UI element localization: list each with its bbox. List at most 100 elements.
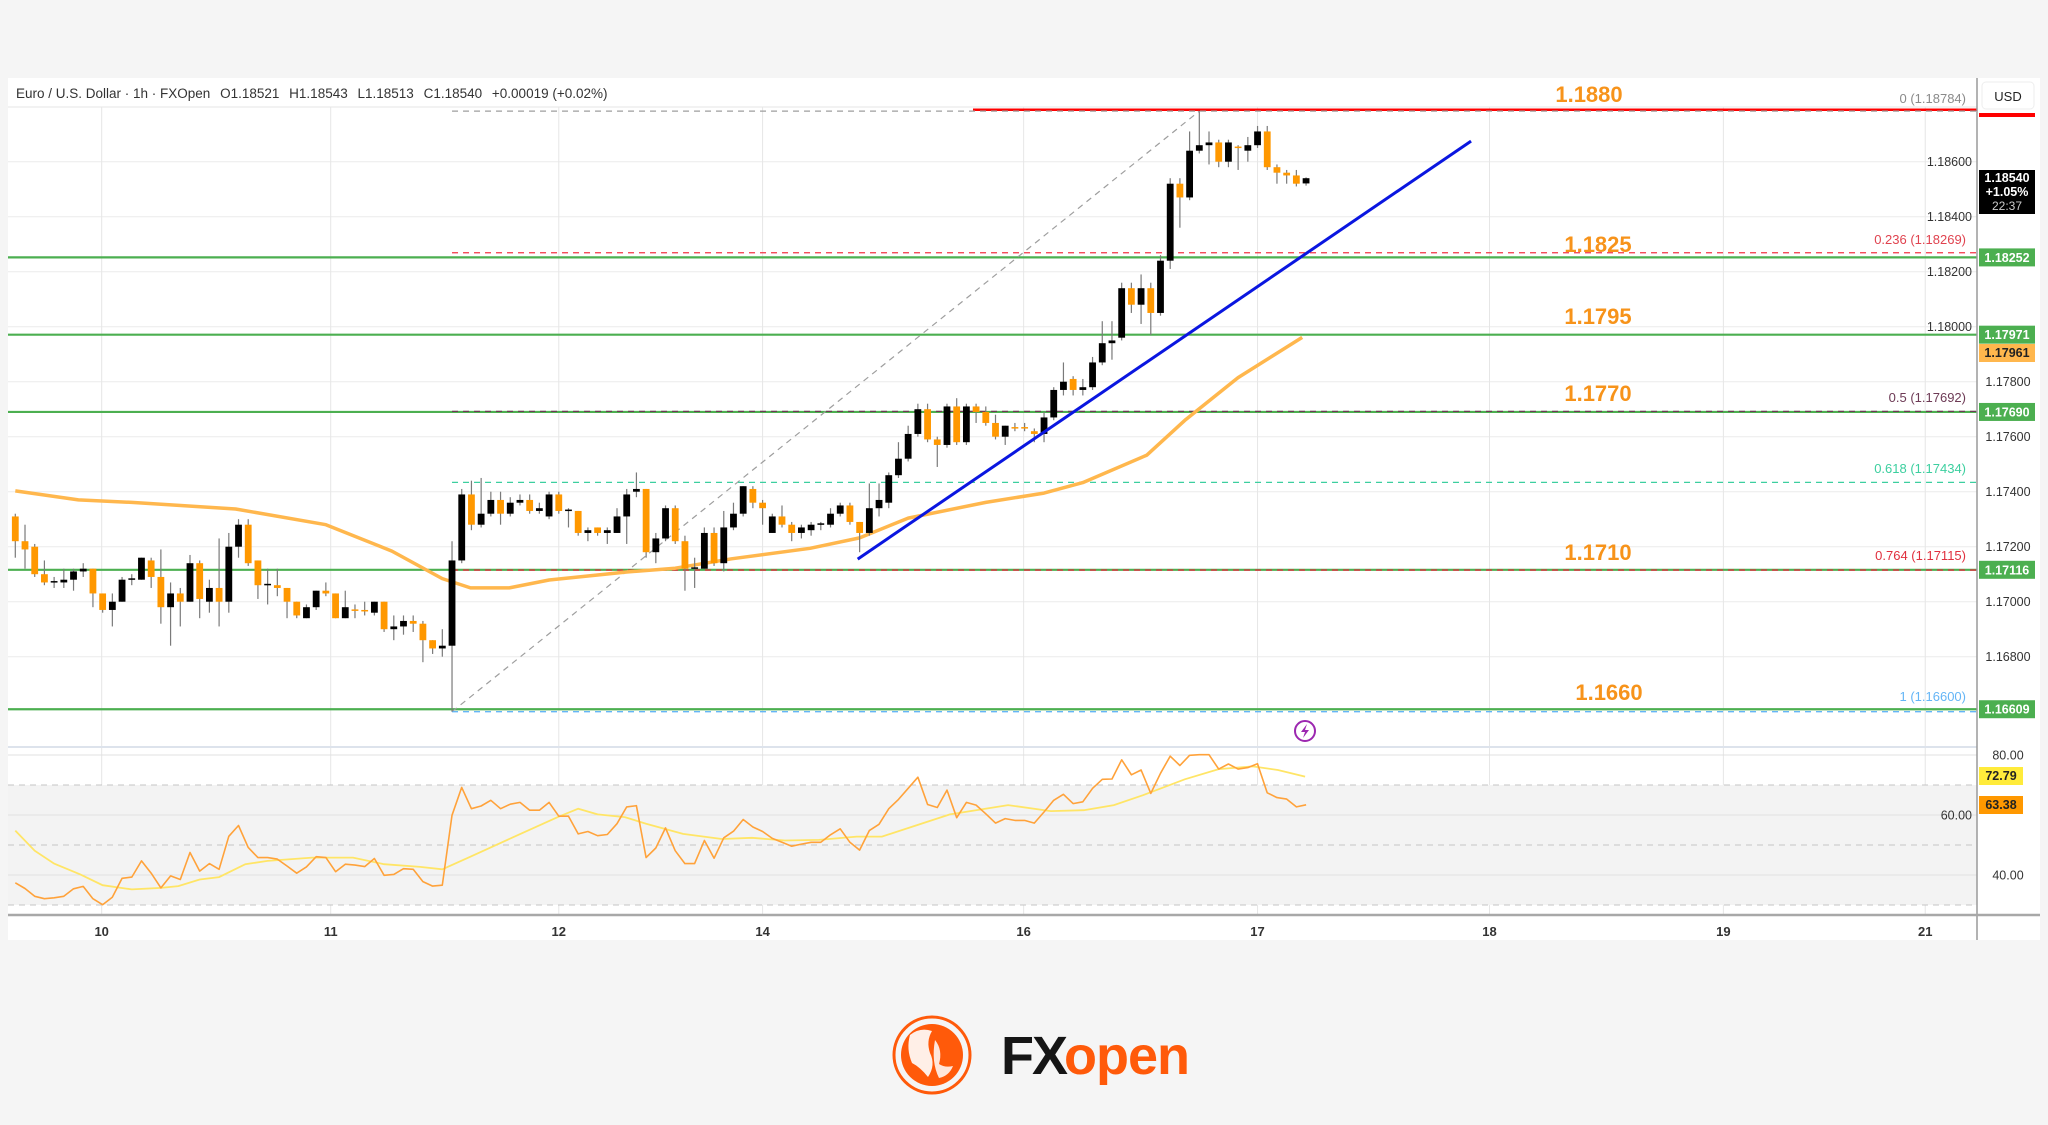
currency-button[interactable]: USD <box>1981 81 2035 110</box>
price-tick-label: 1.16800 <box>1985 650 2030 664</box>
candle-body <box>1001 425 1009 437</box>
resistance-axis-marker <box>1979 113 2035 117</box>
candle-body <box>138 557 145 580</box>
candle <box>594 527 601 536</box>
candle <box>671 505 679 544</box>
candle <box>1263 125 1271 170</box>
rsi-grid <box>8 754 1977 906</box>
candle-body <box>691 567 699 569</box>
candle <box>584 527 592 542</box>
candle <box>89 568 97 608</box>
date-tick-label: 11 <box>324 924 338 939</box>
candle <box>1069 376 1077 396</box>
candle-body <box>671 508 679 542</box>
level-badge: 1.18252 <box>1979 248 2035 267</box>
candle <box>429 640 437 654</box>
candle-body <box>118 579 126 602</box>
candle <box>1254 125 1261 148</box>
candle <box>293 601 301 619</box>
candle-body <box>322 590 330 594</box>
candle <box>962 403 970 445</box>
fib-label-0618: 0.618 (1.17434) <box>1874 461 1966 476</box>
candle <box>1225 139 1232 168</box>
candle <box>264 568 272 605</box>
candle-body <box>244 524 252 564</box>
candle-body <box>283 587 291 602</box>
footer <box>0 940 2048 1125</box>
date-tick-label: 12 <box>552 924 566 939</box>
candle <box>943 403 951 448</box>
date-tick-label: 17 <box>1250 924 1264 939</box>
level-badge-value: 1.17971 <box>1984 328 2029 342</box>
candle <box>827 508 834 528</box>
fib-label-1: 1 (1.16600) <box>1900 689 1967 704</box>
candle-body <box>31 546 39 575</box>
level-badge-value: 1.17690 <box>1984 405 2029 419</box>
candle-body <box>574 510 582 533</box>
candle <box>817 521 825 531</box>
candle-body <box>429 640 437 649</box>
candle-body <box>361 609 369 612</box>
candle-body <box>1273 167 1281 173</box>
level-badge-bg <box>1979 248 2035 267</box>
candle <box>613 508 621 533</box>
logo-text-open: open <box>1064 1026 1189 1086</box>
fib-label-0: 0 (1.18784) <box>1900 91 1967 106</box>
legend-high: H1.18543 <box>289 86 348 101</box>
candle <box>1273 164 1281 184</box>
candle-body <box>409 620 417 624</box>
candle-body <box>555 494 563 511</box>
candle <box>79 563 87 577</box>
candle <box>652 532 660 564</box>
candle <box>1060 362 1067 396</box>
candle-body <box>759 502 766 509</box>
rsi-ma-line <box>14 765 1306 891</box>
candle <box>1302 177 1310 186</box>
candle <box>206 579 213 613</box>
candle-body <box>1302 178 1310 184</box>
level-badge-bg <box>1979 402 2035 421</box>
candle-body <box>846 505 854 522</box>
price-tick-label: 1.17000 <box>1985 595 2030 609</box>
candle <box>1108 321 1116 360</box>
candle-body <box>438 645 446 649</box>
candle-body <box>642 488 650 553</box>
level-badge-value: 1.16609 <box>1984 703 2029 717</box>
candle-body <box>332 593 339 619</box>
candle <box>419 620 427 663</box>
candle-body <box>953 406 961 443</box>
candle <box>1147 282 1155 335</box>
candle-body <box>79 568 87 572</box>
time-axis[interactable]: 10 11 12 14 16 17 18 19 21 <box>94 924 1932 939</box>
candle <box>303 604 310 619</box>
trendline[interactable] <box>856 139 1472 561</box>
candle-body <box>468 494 475 525</box>
candle-body <box>662 508 669 539</box>
legend-open: O1.18521 <box>220 86 279 101</box>
price-axis-ticks: 1.18600 1.18400 1.18200 1.18000 1.17800 1.176… <box>1927 155 2031 664</box>
candle-body <box>865 508 873 533</box>
price-tick-label: 1.17600 <box>1985 430 2030 444</box>
candle-body <box>885 475 893 503</box>
candle <box>1186 131 1194 201</box>
candle-body <box>1254 131 1261 146</box>
candle <box>603 527 611 544</box>
lightning-icon[interactable] <box>1294 720 1316 742</box>
chart-legend[interactable]: Euro / U.S. Dollar · 1h · FXOpen O1.1852… <box>16 86 608 101</box>
candle-body <box>1195 145 1203 151</box>
fxopen-logo: FX open <box>892 1015 1190 1095</box>
candle-body <box>254 560 262 586</box>
candle-body <box>167 593 174 608</box>
legend-close: C1.18540 <box>424 86 483 101</box>
candle-body <box>128 578 136 580</box>
ema-badge: 1.17961 <box>1979 344 2035 362</box>
fibonacci-retracement[interactable] <box>451 110 1977 713</box>
candle-body <box>1283 172 1291 176</box>
candle-body <box>710 532 718 564</box>
date-tick-label: 10 <box>94 924 108 939</box>
level-badge: 1.17971 <box>1979 325 2035 344</box>
candle <box>681 535 689 591</box>
candle <box>565 508 572 528</box>
candle-body <box>1263 131 1271 168</box>
